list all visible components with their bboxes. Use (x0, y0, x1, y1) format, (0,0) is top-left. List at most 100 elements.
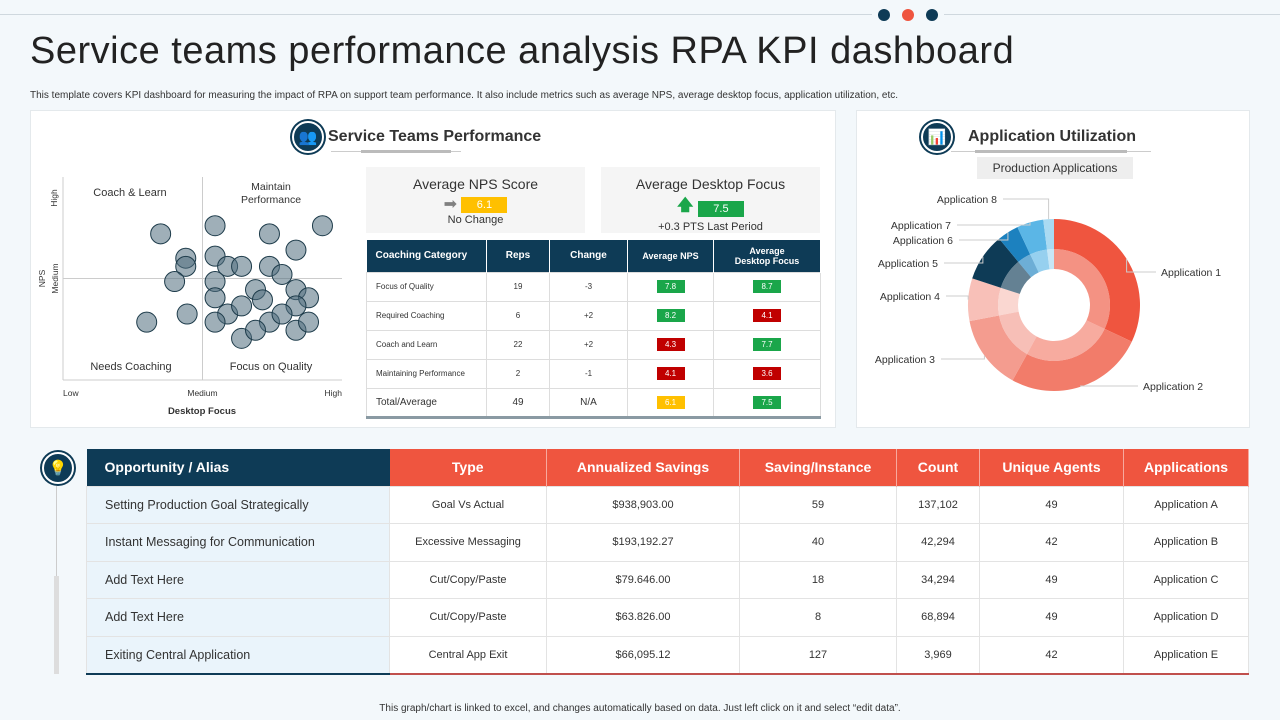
col-header: Annualized Savings (546, 449, 740, 486)
donut-inner-highlight (998, 311, 1037, 355)
scatter-point (164, 271, 186, 293)
desktop-focus-badge: 7.7 (753, 338, 781, 351)
table-cell: 42 (979, 523, 1124, 562)
donut-inner-highlight (1018, 254, 1039, 278)
donut-inner-highlight (1027, 320, 1105, 361)
table-cell: $193,192.27 (546, 523, 740, 562)
table-cell: $66,095.12 (546, 635, 740, 675)
donut-slice (972, 238, 1019, 288)
kpi-title: Average Desktop Focus (635, 176, 786, 192)
donut-slice (1043, 219, 1054, 250)
table-cell: Cut/Copy/Paste (389, 598, 547, 637)
scatter-point (251, 289, 273, 311)
title-underline-bar (361, 150, 451, 153)
table-cell: 49 (979, 598, 1124, 637)
table-cell: 59 (739, 485, 897, 524)
scatter-point (258, 223, 280, 245)
cell-desktop-focus: 7.7 (713, 329, 821, 360)
y-axis-label: NPS (37, 269, 47, 287)
x-tick-label: Medium (187, 388, 217, 398)
cell-change: -3 (549, 271, 628, 302)
quadrant-label: Maintain (251, 181, 291, 193)
table-cell: Central App Exit (389, 635, 547, 675)
cell-nps: 4.3 (627, 329, 714, 360)
quadrant-label: Needs Coaching (90, 361, 171, 373)
table-cell: $938,903.00 (546, 485, 740, 524)
col-header: Coaching Category (366, 240, 487, 272)
table-cell: 8 (739, 598, 897, 637)
kpi-title: Average NPS Score (412, 176, 539, 192)
col-header: Opportunity / Alias (86, 449, 390, 486)
table-cell: 42 (979, 635, 1124, 675)
footer-note: This graph/chart is linked to excel, and… (379, 703, 901, 714)
donut-label: Application 7 (891, 220, 951, 232)
cell-nps: 7.8 (627, 271, 714, 302)
table-cell: 49 (979, 560, 1124, 599)
cell-change: -1 (549, 358, 628, 389)
scatter-point (204, 287, 226, 309)
table-cell: Application E (1123, 635, 1249, 675)
donut-label: Application 6 (893, 235, 953, 247)
production-applications-label: Production Applications (977, 157, 1133, 179)
cell-desktop-focus: 8.7 (713, 271, 821, 302)
donut-slice (999, 227, 1031, 262)
cell-category: Total/Average (366, 387, 487, 419)
cell-desktop-focus: 4.1 (713, 300, 821, 331)
kpi-value: 7.5 (697, 200, 744, 217)
scatter-point (231, 255, 253, 277)
table-cell: Goal Vs Actual (389, 485, 547, 524)
table-cell: Excessive Messaging (389, 523, 547, 562)
donut-slice-inner (998, 287, 1020, 316)
donut-label: Application 2 (1143, 381, 1203, 393)
donut-label: Application 4 (880, 291, 940, 303)
desktop-focus-badge: 3.6 (753, 367, 781, 380)
page-subtitle: This template covers KPI dashboard for m… (30, 90, 899, 101)
donut-slice-inner (998, 311, 1037, 355)
cell-nps: 4.1 (627, 358, 714, 389)
quadrant-label: Focus on Quality (230, 361, 313, 373)
cell-reps: 19 (486, 271, 550, 302)
desktop-focus-badge: 4.1 (753, 309, 781, 322)
idea-hand-icon: 💡 (42, 452, 74, 484)
scatter-point (150, 223, 172, 245)
kpi-average-desktop-focus: Average Desktop Focus 🡅 7.5 +0.3 PTS Las… (601, 167, 820, 233)
cell-desktop-focus: 3.6 (713, 358, 821, 389)
quadrant-label: Coach & Learn (93, 187, 166, 199)
cell-reps: 22 (486, 329, 550, 360)
table-row: Coach and Learn 22 +2 4.3 7.7 (366, 329, 821, 360)
cell-change: +2 (549, 300, 628, 331)
dot (902, 8, 914, 21)
donut-slice-inner (1046, 249, 1054, 270)
donut-slice (1017, 219, 1047, 255)
leader-line (1126, 258, 1156, 273)
kpi-note: +0.3 PTS Last Period (658, 221, 763, 233)
donut-slice-inner (1054, 249, 1110, 329)
cell-reps: 6 (486, 300, 550, 331)
leader-line (1080, 385, 1138, 387)
table-cell: 137,102 (896, 485, 980, 524)
cell-nps: 8.2 (627, 300, 714, 331)
donut-slice (968, 278, 1001, 322)
scatter-point (271, 303, 293, 325)
table-cell: 68,894 (896, 598, 980, 637)
scatter-point (271, 263, 293, 285)
scatter-point (311, 215, 333, 237)
donut-inner-highlight (1054, 249, 1110, 329)
leader-line (959, 232, 1009, 241)
leader-line (946, 295, 969, 300)
scatter-point (298, 311, 320, 333)
col-header: Average Desktop Focus (713, 240, 821, 272)
service-panel-title: Service Teams Performance (328, 128, 542, 145)
coaching-table: Coaching Category Reps Change Average NP… (366, 240, 821, 419)
donut-label: Application 8 (937, 194, 997, 206)
dot (878, 8, 890, 21)
table-row: Setting Production Goal Strategically Goa… (86, 485, 1249, 524)
cell-change: N/A (549, 387, 628, 419)
timeline-bar (54, 576, 59, 674)
table-cell: 127 (739, 635, 897, 675)
table-cell: 3,969 (896, 635, 980, 675)
donut-inner-highlight (1046, 249, 1054, 270)
table-cell: Application A (1123, 485, 1249, 524)
table-row: Required Coaching 6 +2 8.2 4.1 (366, 300, 821, 331)
donut-slice-inner (1000, 261, 1032, 294)
